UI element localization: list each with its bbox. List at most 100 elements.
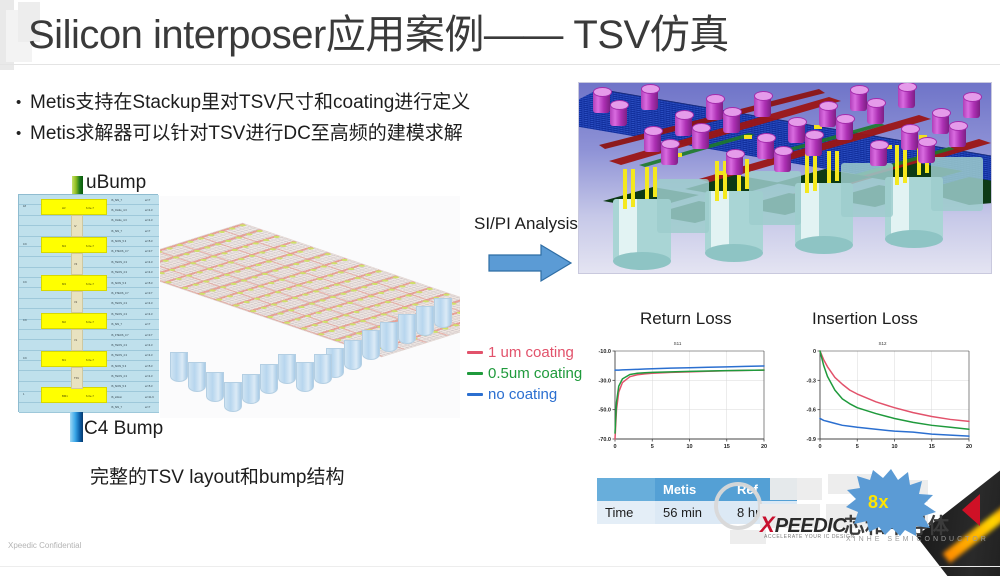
dielectric-name: IS_SiON_5.3: [111, 240, 127, 244]
metal-conductivity: 6.0e-7: [86, 206, 94, 210]
tsv-pillar: [675, 110, 694, 136]
dielectric-permittivity: er=7: [145, 323, 151, 327]
chart-series-line: [819, 350, 970, 430]
stackup-dielectric-layer: IS_TEOS_4.3 er=4.3: [19, 371, 159, 382]
svg-text:0: 0: [818, 444, 821, 450]
return-loss-heading: Return Loss: [640, 309, 732, 328]
c4-bump: [188, 362, 206, 392]
tsv-pillar: [774, 146, 793, 172]
metal-layer-name: LR: [62, 206, 66, 210]
tsv-pillar: [593, 87, 612, 113]
c4-bump: [224, 382, 242, 412]
via-name: V1: [74, 339, 78, 342]
svg-text:15: 15: [724, 444, 730, 450]
stackup-via: IV: [71, 215, 83, 237]
c4-bump: [416, 306, 434, 336]
metal-thickness: 0.9: [23, 319, 27, 322]
table-cell-label: Time: [597, 501, 655, 524]
dielectric-permittivity: er=4.3: [145, 208, 153, 212]
tsv-pillar: [754, 91, 773, 117]
list-item: • Metis支持在Stackup里对TSV尺寸和coating进行定义: [16, 90, 576, 116]
via-name: TSV: [74, 377, 80, 380]
stackup-via: V2: [71, 291, 83, 313]
dielectric-permittivity: er=3.7: [145, 250, 153, 254]
tsv-pillar: [819, 101, 838, 127]
tsv-pillar: [836, 114, 855, 140]
dielectric-permittivity: er=7: [145, 229, 151, 233]
svg-text:-30.0: -30.0: [598, 378, 611, 384]
dielectric-permittivity: er=11.9: [145, 395, 154, 399]
tsv-pillar: [726, 149, 745, 175]
c4-bump: [260, 364, 278, 394]
layout-caption: 完整的TSV layout和bump结构: [90, 467, 345, 488]
stackup-panel: IS_SiN_7 er=7 IS_Oxide_4.3 er=4.3 IS_Oxide_4…: [8, 176, 160, 442]
via-name: V3: [74, 263, 78, 266]
legend-swatch-icon: [467, 351, 483, 354]
dielectric-permittivity: er=7: [145, 406, 151, 410]
chart-series-line: [819, 350, 970, 423]
stackup-via: TSV: [71, 367, 83, 389]
dielectric-permittivity: er=3.7: [145, 292, 153, 295]
dielectric-permittivity: er=4.3: [145, 260, 153, 264]
svg-text:-70.0: -70.0: [598, 437, 611, 443]
metal-thickness: 0.9: [23, 281, 27, 284]
svg-text:15: 15: [929, 444, 935, 450]
metal-layer-name: M3: [62, 282, 66, 286]
chart-subtitle: S11: [674, 341, 682, 346]
return-loss-chart: S11 0 5 10 15 20 -10.0 -30.0 -50.0 -70.0: [585, 337, 770, 455]
tsv-pillar: [661, 139, 680, 165]
legend-item: 0.5um coating: [467, 363, 582, 384]
stackup-cross-section: IS_SiN_7 er=7 IS_Oxide_4.3 er=4.3 IS_Oxide_4…: [18, 194, 159, 413]
dielectric-permittivity: er=7: [145, 198, 151, 202]
dielectric-name: IS_TEOS_4.3: [111, 271, 128, 275]
dielectric-permittivity: er=4.3: [145, 312, 153, 316]
svg-text:-0.9: -0.9: [807, 437, 816, 443]
tsv-pillar: [723, 107, 742, 133]
via-name: IV: [74, 225, 77, 228]
xpeedic-logo-text: PEEDIC: [774, 515, 847, 537]
dielectric-permittivity: er=5.3: [145, 364, 153, 368]
chart-series-line: [614, 369, 765, 434]
c4-bump: [344, 340, 362, 370]
svg-text:10: 10: [686, 444, 692, 450]
c4-bump: [314, 354, 332, 384]
legend-label: 1 um coating: [488, 344, 574, 361]
ubump-connector-icon: [72, 176, 83, 196]
arrow-right-icon: [488, 243, 573, 283]
c4-bump: [434, 298, 452, 328]
bullet-marker-icon: •: [16, 94, 22, 111]
dielectric-permittivity: er=4.3: [145, 375, 153, 379]
dielectric-name: IS_SiN_7: [111, 229, 122, 233]
stackup-dielectric-layer: IS_FTEOS_3.7 er=3.7: [19, 329, 159, 341]
table-cell-metis: 56 min: [655, 501, 729, 524]
dielectric-name: IS_Oxide_4.3: [111, 219, 127, 223]
svg-text:-0.3: -0.3: [807, 378, 816, 384]
c4-bump-connector-icon: [70, 412, 83, 442]
svg-text:0: 0: [813, 349, 816, 355]
stackup-metal-layer: M2 6.0e-7: [41, 313, 107, 329]
xpeedic-logo: X PEEDIC: [760, 512, 847, 538]
legend-label: 0.5um coating: [488, 365, 583, 382]
footer-confidential-text: Xpeedic Confidential: [8, 541, 82, 550]
svg-text:-50.0: -50.0: [598, 408, 611, 414]
dielectric-permittivity: er=5.3: [145, 281, 153, 285]
tsv-layout-3d-render: [160, 196, 460, 418]
xinhe-logo-subtext: XINHE SEMICONDUCTOR: [846, 536, 989, 543]
metal-layer-name: M4: [62, 244, 66, 248]
c4-bump: [170, 352, 188, 382]
stackup-via: V3: [71, 253, 83, 275]
bullet-marker-icon: •: [16, 125, 22, 142]
stackup-dielectric-layer: IS_Oxide_4.3 er=4.3: [19, 215, 159, 227]
dielectric-name: IS_TEOS_4.3: [111, 343, 128, 347]
dielectric-name: IS_SiN_7: [111, 198, 122, 202]
c4-bump: [380, 322, 398, 352]
dielectric-name: IS_Oxide_4.3: [111, 208, 127, 212]
dielectric-name: IS_SiON_5.3: [111, 385, 127, 389]
metal-thickness: 1: [23, 393, 25, 396]
tsv-pillar: [963, 92, 982, 118]
stackup-metal-layer: M3 6.0e-7: [41, 275, 107, 291]
table-header-cell: [597, 478, 655, 501]
via-name: V2: [74, 301, 78, 304]
metal-thickness: 0.9: [23, 357, 27, 360]
xpeedic-tagline: ACCELERATE YOUR IC DESIGN: [764, 534, 855, 540]
